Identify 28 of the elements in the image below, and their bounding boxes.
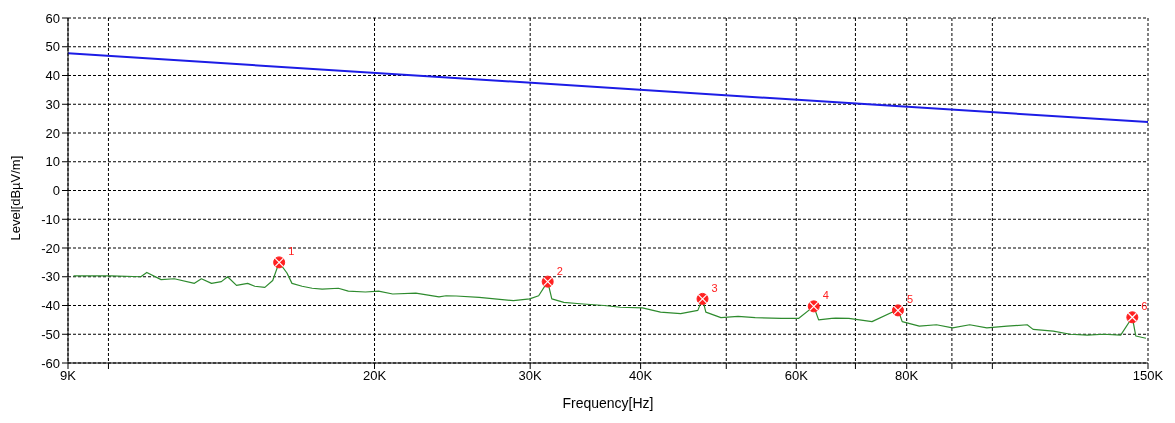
y-tick-label: 60 bbox=[45, 10, 60, 26]
annotation: 3 bbox=[711, 281, 718, 294]
y-tick-label: -30 bbox=[41, 269, 60, 285]
x-tick-label: 20K bbox=[362, 368, 387, 384]
x-tick-label: 150K bbox=[1132, 368, 1164, 384]
y-tick-label: 40 bbox=[45, 68, 60, 84]
x-tick-label: 9K bbox=[60, 368, 77, 384]
x-axis-title: Frequency[Hz] bbox=[562, 395, 654, 411]
y-tick-label: 20 bbox=[45, 125, 60, 141]
x-tick-label: 60K bbox=[784, 368, 809, 384]
annotation: 1 bbox=[288, 245, 295, 258]
y-axis-title: Level[dBµV/m] bbox=[7, 155, 23, 241]
y-tick-label: 10 bbox=[45, 154, 60, 170]
y-tick-label: 50 bbox=[45, 39, 60, 55]
y-tick-label: -10 bbox=[41, 211, 60, 227]
y-tick-label: 30 bbox=[45, 96, 60, 112]
x-tick-label: 30K bbox=[518, 368, 543, 384]
annotation: 6 bbox=[1141, 300, 1148, 313]
y-tick-label: -40 bbox=[41, 298, 60, 314]
annotation: 4 bbox=[822, 289, 829, 302]
y-tick-label: -20 bbox=[41, 240, 60, 256]
x-tick-label: 40K bbox=[629, 368, 653, 384]
y-tick-label: -50 bbox=[41, 326, 60, 342]
x-tick-label: 80K bbox=[895, 368, 919, 384]
y-tick-label: 0 bbox=[52, 183, 60, 199]
y-tick-label: -60 bbox=[41, 355, 60, 371]
annotation: 2 bbox=[556, 264, 563, 277]
annotation: 5 bbox=[906, 293, 914, 306]
